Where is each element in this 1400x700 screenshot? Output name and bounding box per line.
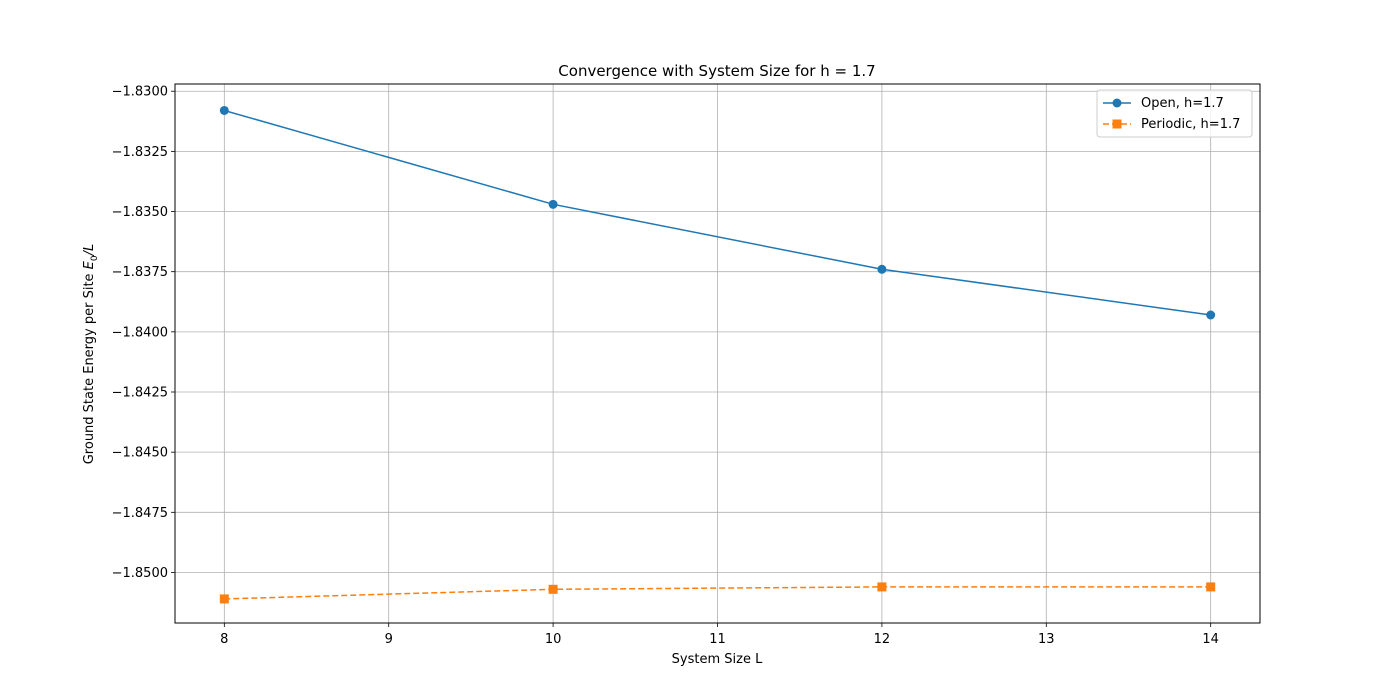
data-point-open bbox=[219, 105, 229, 115]
y-axis-label: Ground State Energy per Site E0/L bbox=[82, 244, 100, 465]
legend-label-periodic: Periodic, h=1.7 bbox=[1141, 117, 1240, 132]
series-line-periodic bbox=[224, 586, 1211, 600]
data-point-periodic bbox=[877, 582, 887, 592]
x-tick-label: 14 bbox=[1202, 632, 1219, 647]
grid-layer bbox=[175, 84, 1260, 623]
y-tick-label: −1.8350 bbox=[112, 205, 168, 220]
y-tick-label: −1.8425 bbox=[112, 386, 168, 401]
legend-marker-open bbox=[1112, 98, 1122, 108]
y-tick-label: −1.8375 bbox=[112, 265, 168, 280]
data-point-periodic bbox=[219, 594, 229, 604]
y-axis-label-e: E bbox=[82, 260, 97, 269]
y-axis-label-main: Ground State Energy per Site bbox=[82, 269, 97, 464]
x-tick-label: 9 bbox=[385, 632, 393, 647]
y-axis-label-tail: /L bbox=[82, 244, 97, 257]
y-tick-label: −1.8300 bbox=[112, 85, 168, 100]
legend-marker-periodic bbox=[1112, 119, 1122, 129]
x-axis-ticks: 8 9 10 11 12 13 14 bbox=[220, 623, 1219, 647]
x-tick-label: 11 bbox=[709, 632, 726, 647]
legend: Open, h=1.7 Periodic, h=1.7 bbox=[1096, 89, 1253, 138]
data-point-open bbox=[1206, 310, 1216, 320]
plot-area-frame bbox=[174, 83, 1261, 624]
x-axis-label: System Size L bbox=[672, 652, 763, 667]
chart-title: Convergence with System Size for h = 1.7 bbox=[558, 62, 875, 80]
series-layer bbox=[219, 105, 1216, 604]
x-tick-label: 13 bbox=[1038, 632, 1055, 647]
y-tick-label: −1.8325 bbox=[112, 145, 168, 160]
data-point-periodic bbox=[548, 584, 558, 594]
x-tick-label: 8 bbox=[220, 632, 228, 647]
y-tick-label: −1.8500 bbox=[112, 566, 168, 581]
data-point-open bbox=[877, 264, 887, 274]
y-axis-ticks: −1.8300 −1.8325 −1.8350 −1.8375 −1.8400 −1.84… bbox=[112, 85, 175, 581]
x-tick-label: 12 bbox=[874, 632, 891, 647]
y-axis-label-subscript: 0 bbox=[90, 255, 100, 261]
legend-frame bbox=[1096, 89, 1253, 138]
data-point-periodic bbox=[1206, 582, 1216, 592]
series-line-open bbox=[224, 109, 1211, 316]
x-tick-label: 10 bbox=[545, 632, 562, 647]
y-tick-label: −1.8475 bbox=[112, 506, 168, 521]
legend-label-open: Open, h=1.7 bbox=[1141, 96, 1224, 111]
y-tick-label: −1.8450 bbox=[112, 446, 168, 461]
y-tick-label: −1.8400 bbox=[112, 325, 168, 340]
data-point-open bbox=[548, 199, 558, 209]
